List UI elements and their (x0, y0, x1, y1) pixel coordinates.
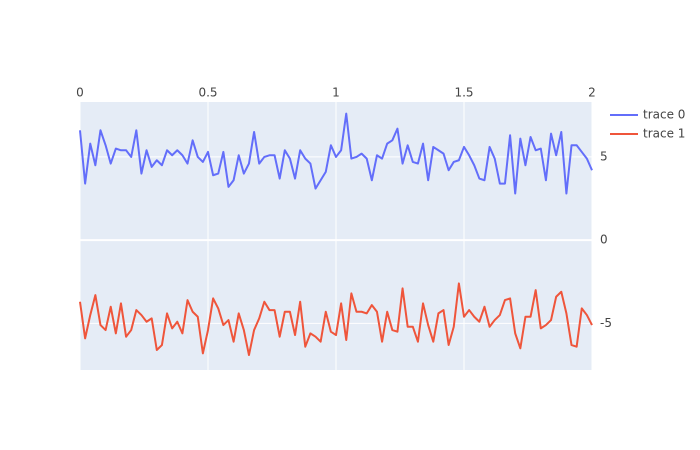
x-tick-label: 0.5 (198, 86, 217, 100)
x-tick-label: 1 (332, 86, 340, 100)
x-tick-label: 2 (588, 86, 596, 100)
legend-label: trace 0 (643, 108, 685, 122)
x-tick-label: 0 (76, 86, 84, 100)
line (79, 282, 593, 357)
x-tick-label: 1.5 (454, 86, 473, 100)
y-tick-label: 0 (600, 233, 608, 247)
legend-label: trace 1 (643, 127, 685, 141)
line (79, 112, 593, 195)
y-tick-label: 5 (600, 149, 608, 163)
y-tick-label: -5 (600, 316, 612, 330)
